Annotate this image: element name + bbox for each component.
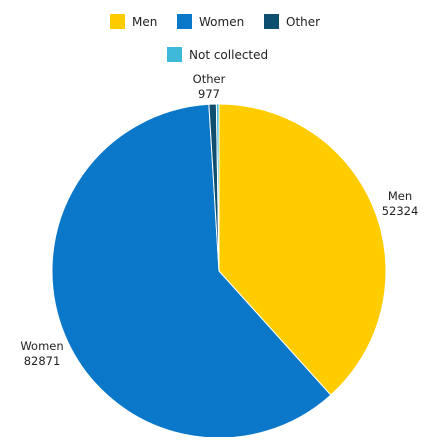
legend: Men Women Other Not collected — [110, 14, 320, 62]
legend-item-men[interactable]: Men — [110, 14, 157, 29]
legend-item-not-collected[interactable]: Not collected — [167, 47, 268, 62]
legend-item-other[interactable]: Other — [264, 14, 320, 29]
legend-swatch-not-collected — [167, 47, 182, 62]
data-label-name-women: Women — [20, 339, 63, 353]
pie-slices — [51, 103, 387, 439]
data-label-name-other: Other — [193, 72, 226, 86]
pie-slice-men[interactable] — [218, 103, 387, 396]
data-label-value-men: 52324 — [382, 204, 419, 218]
data-label-value-other: 977 — [198, 87, 220, 101]
pie-slice-not-collected[interactable] — [215, 103, 220, 272]
pie-slice-women[interactable] — [51, 103, 332, 439]
legend-label-men: Men — [132, 15, 157, 29]
legend-swatch-women — [177, 14, 192, 29]
legend-swatch-other — [264, 14, 279, 29]
legend-label-women: Women — [199, 15, 244, 29]
legend-label-not-collected: Not collected — [189, 48, 268, 62]
data-label-value-women: 82871 — [24, 354, 61, 368]
legend-label-other: Other — [286, 15, 320, 29]
legend-item-women[interactable]: Women — [177, 14, 244, 29]
legend-swatch-men — [110, 14, 125, 29]
data-label-name-men: Men — [388, 189, 412, 203]
